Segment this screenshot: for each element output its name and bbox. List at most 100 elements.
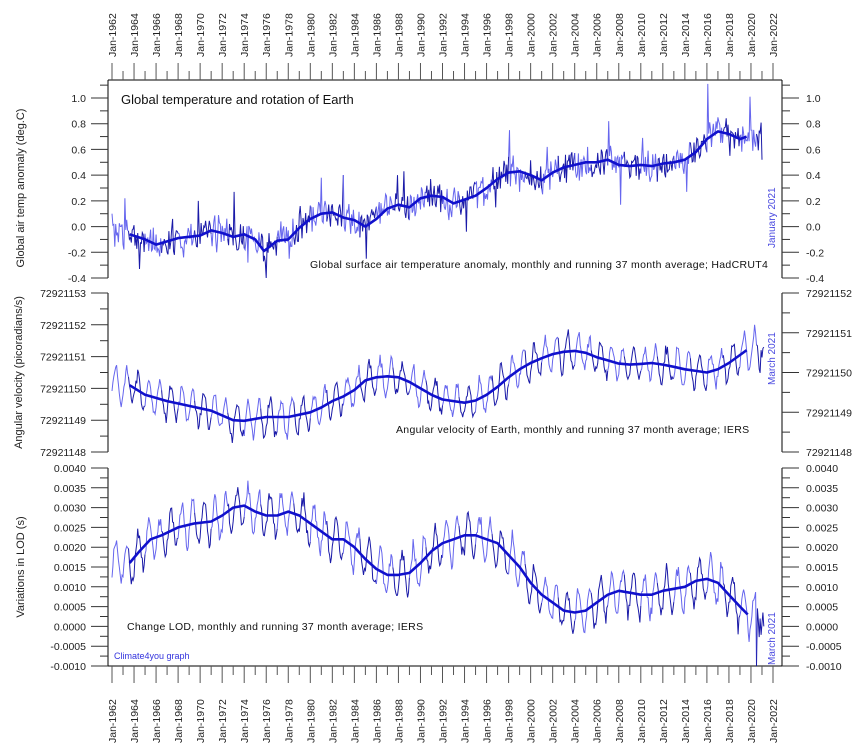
monthly-series-segment — [557, 591, 576, 634]
monthly-series-segment — [557, 329, 576, 378]
right-tick-label: -0.4 — [806, 273, 824, 285]
monthly-series-segment — [656, 345, 675, 386]
left-tick-label: -0.2 — [68, 247, 86, 259]
right-tick-label: 0.2 — [806, 196, 821, 208]
monthly-series-segment — [194, 501, 212, 549]
right-tick-label: 0.0040 — [806, 463, 838, 475]
panel-caption: Change LOD, monthly and running 37 month… — [127, 621, 423, 633]
bottom-date-tick-label: Jan-1964 — [129, 699, 141, 743]
left-tick-label: 0.0000 — [54, 621, 86, 633]
monthly-series-segment — [144, 379, 163, 417]
monthly-series-segment — [623, 572, 642, 623]
bottom-date-tick-label: Jan-1982 — [327, 699, 339, 743]
monthly-series-segment — [689, 556, 708, 610]
left-tick-label: -0.4 — [68, 273, 86, 285]
monthly-series-segment — [706, 347, 724, 390]
monthly-series-segment — [739, 589, 757, 667]
bottom-date-tick-label: Jan-1962 — [107, 699, 119, 743]
monthly-series-segment — [475, 374, 493, 413]
monthly-series-segment — [144, 227, 163, 257]
bottom-date-tick-label: Jan-2020 — [746, 699, 758, 743]
monthly-series-segment — [475, 516, 493, 563]
monthly-series-segment — [326, 175, 344, 227]
monthly-series-segment — [607, 121, 625, 205]
left-tick-label: 0.0030 — [54, 503, 86, 515]
top-date-tick-label: Jan-1970 — [195, 13, 207, 57]
right-tick-label: 0.0 — [806, 222, 821, 234]
right-tick-label: 0.4 — [806, 170, 821, 182]
y-axis-title: Angular velocity (picoradians/s) — [13, 296, 25, 449]
monthly-series-segment — [706, 83, 724, 153]
top-date-tick-label: Jan-2004 — [570, 13, 582, 57]
panel-caption: Global surface air temperature anomaly, … — [310, 259, 768, 271]
monthly-series-segment — [326, 515, 344, 564]
bottom-date-tick-label: Jan-2010 — [636, 699, 648, 743]
top-date-tick-label: Jan-1964 — [129, 13, 141, 57]
bottom-date-tick-label: Jan-1988 — [393, 699, 405, 743]
left-tick-label: -0.0005 — [50, 641, 86, 653]
right-tick-label: 72921152 — [806, 288, 852, 300]
top-date-tick-label: Jan-1990 — [415, 13, 427, 57]
data-date-note: January 2021 — [767, 187, 778, 248]
right-tick-label: 72921150 — [806, 368, 852, 380]
bottom-date-tick-label: Jan-1980 — [305, 699, 317, 743]
monthly-series-segment — [475, 177, 493, 209]
left-tick-label: 72921150 — [40, 383, 86, 395]
monthly-series-segment — [491, 530, 509, 575]
right-tick-label: 0.8 — [806, 119, 821, 131]
bottom-date-tick-label: Jan-1970 — [195, 699, 207, 743]
monthly-series-segment — [227, 403, 245, 443]
monthly-series-segment — [673, 346, 691, 386]
monthly-series-segment — [342, 521, 361, 575]
bottom-date-tick-label: Jan-2022 — [768, 699, 780, 743]
left-tick-label: 0.6 — [71, 144, 86, 156]
top-date-tick-label: Jan-2008 — [614, 13, 626, 57]
bottom-date-tick-label: Jan-2012 — [658, 699, 670, 743]
bottom-date-axis: Jan-1962 Jan-1964 Jan-1966 Jan-1968 Jan-1970… — [107, 665, 782, 743]
monthly-series-segment — [210, 490, 229, 541]
right-tick-label: 0.0025 — [806, 522, 838, 534]
left-tick-label: 0.0015 — [54, 562, 86, 574]
left-tick-label: 0.0005 — [54, 602, 86, 614]
monthly-series-segment — [260, 396, 278, 440]
monthly-series-segment — [607, 569, 625, 614]
top-date-tick-label: Jan-1998 — [504, 13, 516, 57]
monthly-series-segment — [128, 225, 146, 270]
monthly-series-segment — [227, 487, 245, 534]
right-tick-label: 0.0000 — [806, 621, 838, 633]
monthly-series-segment — [293, 492, 311, 549]
top-date-tick-label: Jan-1978 — [283, 13, 295, 57]
monthly-series-segment — [161, 507, 179, 559]
right-tick-label: 72921148 — [806, 447, 852, 459]
left-tick-label: -0.0010 — [50, 661, 86, 673]
bottom-date-tick-label: Jan-1972 — [217, 699, 229, 743]
bottom-date-tick-label: Jan-1974 — [239, 699, 251, 743]
right-tick-label: 0.6 — [806, 144, 821, 156]
top-date-tick-label: Jan-1992 — [438, 13, 450, 57]
monthly-series-segment — [590, 574, 609, 629]
bottom-date-tick-label: Jan-1996 — [482, 699, 494, 743]
monthly-series-segment — [442, 187, 460, 221]
monthly-series-segment — [541, 576, 559, 620]
monthly-series-segment — [375, 354, 394, 399]
top-date-tick-label: Jan-1984 — [349, 13, 361, 57]
top-date-tick-label: Jan-1994 — [460, 13, 472, 57]
monthly-series-segment — [177, 498, 196, 552]
monthly-series-segment — [425, 178, 443, 213]
bottom-date-tick-label: Jan-1968 — [173, 699, 185, 743]
monthly-series-segment — [607, 346, 625, 382]
monthly-series-segment — [689, 354, 708, 392]
top-date-tick-label: Jan-2000 — [526, 13, 538, 57]
right-tick-label: 0.0005 — [806, 602, 838, 614]
monthly-series — [111, 324, 765, 443]
bottom-date-tick-label: Jan-2016 — [702, 699, 714, 743]
monthly-series-segment — [276, 218, 295, 259]
monthly-series-segment — [359, 536, 377, 585]
left-tick-label: 0.8 — [71, 119, 86, 131]
y-axis-title: Global air temp anomaly (deg.C) — [15, 109, 27, 268]
monthly-series-segment — [425, 522, 443, 574]
monthly-series-segment — [177, 385, 196, 423]
monthly-series-segment — [590, 341, 609, 382]
left-tick-label: 72921153 — [40, 288, 86, 300]
right-tick-label: 1.0 — [806, 93, 821, 105]
